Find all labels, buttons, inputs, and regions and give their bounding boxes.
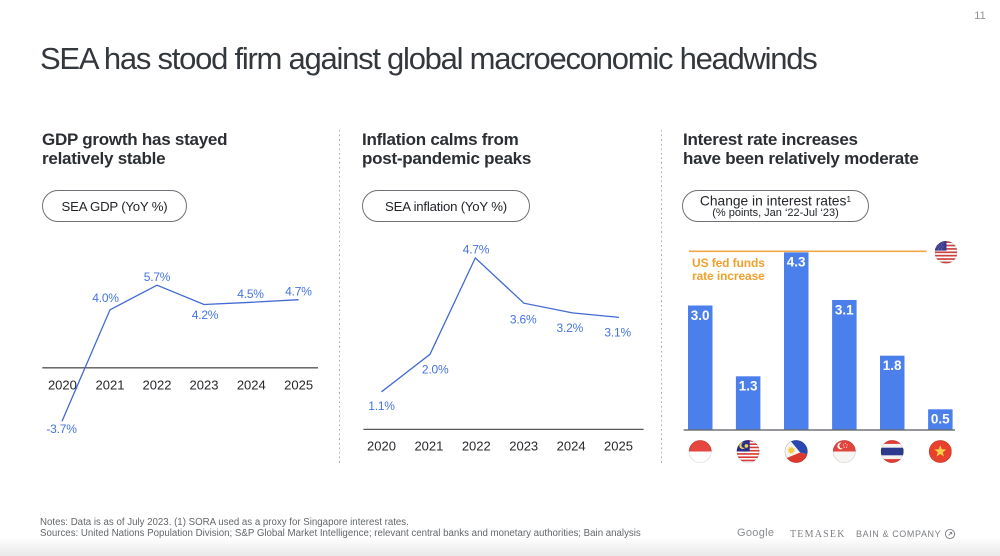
svg-text:3.1: 3.1: [835, 302, 854, 317]
svg-text:-3.7%: -3.7%: [46, 422, 77, 436]
svg-text:2022: 2022: [462, 439, 491, 454]
svg-text:2025: 2025: [284, 378, 313, 393]
svg-text:2020: 2020: [367, 439, 396, 454]
svg-text:2021: 2021: [96, 378, 125, 393]
svg-text:4.0%: 4.0%: [92, 291, 119, 305]
svg-text:3.6%: 3.6%: [510, 313, 537, 327]
svg-text:2025: 2025: [604, 439, 633, 454]
svg-text:5.7%: 5.7%: [144, 270, 171, 284]
svg-text:2021: 2021: [414, 439, 443, 454]
svg-text:4.2%: 4.2%: [192, 308, 219, 322]
svg-text:2023: 2023: [190, 378, 219, 393]
svg-text:2022: 2022: [143, 378, 172, 393]
svg-text:3.1%: 3.1%: [604, 326, 631, 340]
svg-text:1.1%: 1.1%: [368, 399, 395, 413]
svg-text:1.3: 1.3: [739, 379, 758, 394]
svg-text:4.7%: 4.7%: [463, 242, 490, 256]
svg-text:3.2%: 3.2%: [557, 321, 584, 335]
svg-text:2023: 2023: [509, 439, 538, 454]
svg-text:4.5%: 4.5%: [237, 287, 264, 301]
svg-text:3.0: 3.0: [691, 308, 710, 323]
svg-text:1.8: 1.8: [883, 358, 902, 373]
svg-text:US fed funds: US fed funds: [692, 256, 765, 270]
svg-text:2.0%: 2.0%: [422, 363, 449, 377]
svg-text:2024: 2024: [237, 378, 266, 393]
svg-text:2024: 2024: [557, 439, 586, 454]
svg-text:4.3: 4.3: [787, 255, 806, 270]
svg-text:0.5: 0.5: [931, 412, 950, 427]
svg-text:4.7%: 4.7%: [285, 285, 312, 299]
svg-text:rate increase: rate increase: [692, 269, 765, 283]
svg-text:2020: 2020: [48, 378, 77, 393]
